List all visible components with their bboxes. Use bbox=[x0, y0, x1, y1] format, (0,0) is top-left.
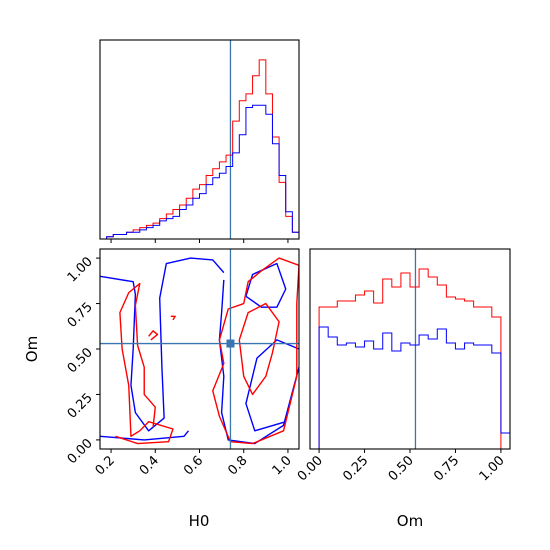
h0-axis-label: H0 bbox=[189, 512, 210, 530]
contour-line-7 bbox=[115, 282, 174, 445]
om-y-axis-label: Om bbox=[23, 336, 41, 362]
contour-line-11 bbox=[170, 315, 176, 321]
contour-line-5 bbox=[245, 262, 287, 308]
contour-line-10 bbox=[148, 330, 159, 341]
truth-marker bbox=[226, 339, 235, 348]
contour-group bbox=[100, 257, 299, 445]
histogram-series-1 bbox=[100, 59, 299, 240]
om-axis-label: Om bbox=[397, 512, 423, 530]
contour-line-8 bbox=[212, 257, 299, 445]
contour-line-3 bbox=[218, 279, 299, 445]
histogram-series-2 bbox=[310, 326, 510, 450]
h0-marginal-panel bbox=[99, 39, 300, 243]
contour-line-9 bbox=[238, 302, 280, 396]
histogram-series-1 bbox=[310, 268, 510, 450]
histogram-series-2 bbox=[100, 104, 299, 240]
contour-line-4 bbox=[245, 339, 299, 432]
